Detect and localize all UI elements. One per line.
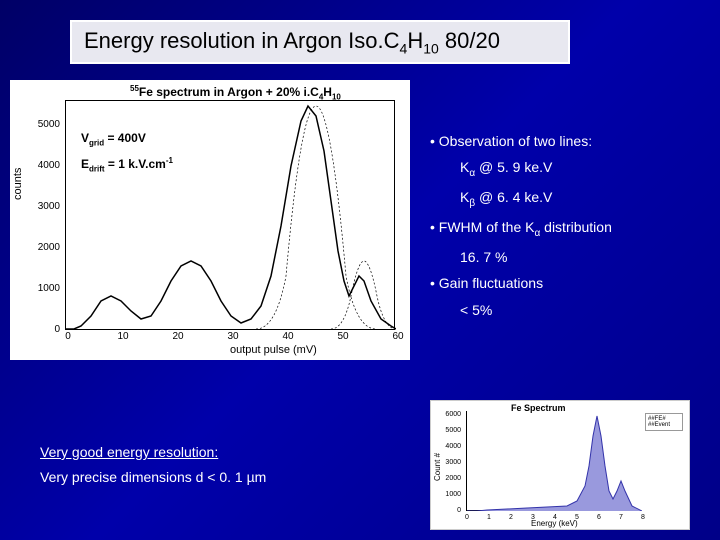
bullet-1a: Kα @ 5. 9 ke.V xyxy=(460,156,710,182)
annot2-label: E xyxy=(81,157,89,171)
annot2-val: = 1 k.V.cm xyxy=(105,157,166,171)
ytick: 5000 xyxy=(30,119,60,130)
legend-item-2: ##Event xyxy=(648,422,680,428)
xtick: 20 xyxy=(168,331,188,342)
small-plot-area xyxy=(466,411,641,511)
small-peak xyxy=(467,416,642,511)
bullet-3a: < 5% xyxy=(460,299,710,321)
annotation-edrift: Edrift = 1 k.V.cm-1 xyxy=(81,156,173,173)
small-xtick: 2 xyxy=(505,514,517,521)
xtick: 50 xyxy=(333,331,353,342)
small-ytick: 5000 xyxy=(441,427,461,434)
chart-title-mid2: H xyxy=(323,85,332,99)
bullet-list: • Observation of two lines: Kα @ 5. 9 ke… xyxy=(430,130,710,325)
title-text-3: 80/20 xyxy=(439,28,500,53)
title-sub2: 10 xyxy=(423,40,439,56)
xtick: 0 xyxy=(58,331,78,342)
xtick: 40 xyxy=(278,331,298,342)
ytick: 2000 xyxy=(30,242,60,253)
small-ytick: 0 xyxy=(441,507,461,514)
small-xtick: 0 xyxy=(461,514,473,521)
title-text-2: H xyxy=(407,28,423,53)
small-xtick: 3 xyxy=(527,514,539,521)
bullet-3: • Gain fluctuations xyxy=(430,272,710,294)
xtick: 30 xyxy=(223,331,243,342)
small-spectrum-svg xyxy=(467,411,642,511)
gaussian-1 xyxy=(256,106,376,329)
xtick: 60 xyxy=(388,331,408,342)
bottom-text: Very good energy resolution: Very precis… xyxy=(40,440,266,490)
small-ytick: 6000 xyxy=(441,411,461,418)
annot1-val: = 400V xyxy=(104,131,146,145)
ytick: 3000 xyxy=(30,201,60,212)
slide-title: Energy resolution in Argon Iso.C4H10 80/… xyxy=(70,20,570,64)
bottom-line-1: Very good energy resolution: xyxy=(40,440,266,465)
ytick: 0 xyxy=(30,324,60,335)
bullet-1: • Observation of two lines: xyxy=(430,130,710,152)
bullet-2a: 16. 7 % xyxy=(460,246,710,268)
bullet-1b: Kβ @ 6. 4 ke.V xyxy=(460,186,710,212)
annot1-sub: grid xyxy=(89,138,104,147)
ytick: 1000 xyxy=(30,283,60,294)
chart-title-sup: 55 xyxy=(130,84,139,93)
plot-area: Vgrid = 400V Edrift = 1 k.V.cm-1 xyxy=(65,100,395,330)
ytick: 4000 xyxy=(30,160,60,171)
xtick: 10 xyxy=(113,331,133,342)
annot1-label: V xyxy=(81,131,89,145)
small-xtick: 7 xyxy=(615,514,627,521)
y-axis-label: counts xyxy=(12,168,24,200)
small-ytick: 2000 xyxy=(441,475,461,482)
title-text-1: Energy resolution in Argon Iso.C xyxy=(84,28,400,53)
x-axis-label: output pulse (mV) xyxy=(230,344,317,356)
bullet-2: • FWHM of the Kα distribution xyxy=(430,216,710,242)
chart-title: 55Fe spectrum in Argon + 20% i.C4H10 xyxy=(130,84,341,101)
gaussian-2 xyxy=(331,261,396,329)
annot2-sup: -1 xyxy=(166,156,173,165)
small-legend: ##FE# ##Event xyxy=(645,413,683,431)
chart-title-mid: Fe spectrum in Argon + 20% i.C xyxy=(139,85,319,99)
small-xtick: 8 xyxy=(637,514,649,521)
small-ytick: 4000 xyxy=(441,443,461,450)
small-xtick: 4 xyxy=(549,514,561,521)
small-ytick: 3000 xyxy=(441,459,461,466)
main-spectrum-chart: 55Fe spectrum in Argon + 20% i.C4H10 cou… xyxy=(10,80,410,360)
annotation-vgrid: Vgrid = 400V xyxy=(81,131,146,147)
annot2-sub: drift xyxy=(89,164,105,173)
small-ytick: 1000 xyxy=(441,491,461,498)
bottom-line-2: Very precise dimensions d < 0. 1 µm xyxy=(40,465,266,490)
small-xtick: 1 xyxy=(483,514,495,521)
small-xtick: 6 xyxy=(593,514,605,521)
small-chart: Fe Spectrum Count # Energy (keV) ##FE# #… xyxy=(430,400,690,530)
small-xtick: 5 xyxy=(571,514,583,521)
